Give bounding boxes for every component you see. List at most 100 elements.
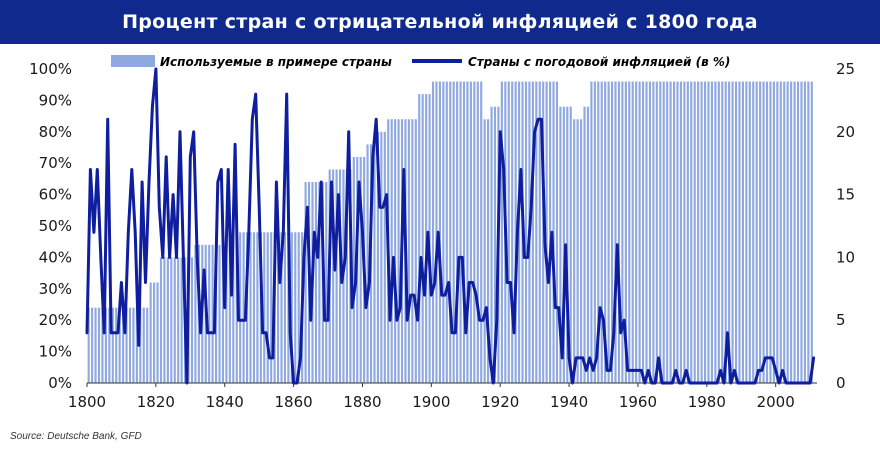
- bar: [500, 81, 503, 383]
- y-right-tick-label: 25: [836, 60, 855, 78]
- bar: [511, 81, 514, 383]
- bar: [593, 81, 596, 383]
- bar: [132, 307, 135, 383]
- bar: [531, 81, 534, 383]
- bar: [648, 81, 652, 383]
- bar: [779, 81, 782, 383]
- bar: [476, 81, 479, 383]
- bar: [686, 81, 689, 383]
- bar: [566, 106, 569, 384]
- bar: [180, 257, 183, 383]
- bar: [597, 81, 600, 383]
- bar: [714, 81, 717, 383]
- bar: [139, 307, 142, 383]
- bar: [407, 119, 410, 384]
- bar: [173, 257, 176, 383]
- bar: [810, 81, 813, 383]
- bar: [411, 119, 414, 384]
- bar: [569, 106, 572, 384]
- bar: [659, 81, 662, 383]
- y-left-tick-label: 60%: [39, 186, 72, 204]
- y-right-tick-label: 5: [836, 311, 846, 329]
- bar: [586, 106, 590, 384]
- bar: [128, 307, 132, 383]
- y-left-tick-label: 0%: [48, 374, 72, 392]
- bar: [514, 81, 517, 383]
- bar: [490, 106, 493, 384]
- bar: [270, 232, 273, 383]
- x-tick-label: 1800: [68, 393, 106, 411]
- bar: [666, 81, 669, 383]
- bar: [394, 119, 397, 384]
- bar: [221, 244, 225, 383]
- bar: [280, 232, 283, 383]
- x-tick-label: 1820: [137, 393, 175, 411]
- bar: [352, 156, 355, 383]
- bar: [580, 119, 583, 384]
- bar: [507, 81, 510, 383]
- bar: [724, 81, 727, 383]
- bar: [359, 156, 362, 383]
- bar: [518, 81, 521, 383]
- bar: [153, 282, 156, 383]
- bar: [135, 307, 138, 383]
- bar: [662, 81, 665, 383]
- bar: [159, 257, 163, 383]
- bar: [266, 232, 269, 383]
- bar: [115, 307, 118, 383]
- line-series: [85, 67, 816, 385]
- bar: [765, 81, 769, 383]
- bar: [325, 182, 328, 383]
- bar: [373, 131, 376, 383]
- bar: [621, 81, 624, 383]
- bar: [228, 244, 231, 383]
- bar: [449, 81, 452, 383]
- bar: [218, 244, 221, 383]
- bar: [232, 232, 235, 383]
- bar: [672, 81, 676, 383]
- bar: [752, 81, 755, 383]
- bar: [94, 307, 97, 383]
- bar: [149, 282, 152, 383]
- bar: [535, 81, 538, 383]
- bar: [793, 81, 796, 383]
- bar: [555, 81, 559, 383]
- bar: [297, 232, 300, 383]
- bar: [156, 282, 159, 383]
- bar: [108, 307, 111, 383]
- bar: [459, 81, 462, 383]
- bar: [645, 81, 648, 383]
- bar: [728, 81, 731, 383]
- bar: [290, 232, 293, 383]
- bar: [101, 307, 104, 383]
- bar: [421, 94, 424, 383]
- bar: [111, 307, 114, 383]
- bar: [252, 232, 256, 383]
- bar: [414, 119, 417, 384]
- bar: [91, 307, 94, 383]
- bar: [786, 81, 789, 383]
- bar: [652, 81, 655, 383]
- bar: [590, 81, 593, 383]
- x-tick-label: 1880: [343, 393, 381, 411]
- x-tick-label: 1900: [412, 393, 450, 411]
- bar: [641, 81, 645, 383]
- bar: [397, 119, 400, 384]
- bar: [166, 257, 169, 383]
- bar: [631, 81, 634, 383]
- chart-title: Процент стран с отрицательной инфляцией …: [0, 0, 880, 44]
- bar: [607, 81, 610, 383]
- y-left-tick-label: 30%: [39, 280, 72, 298]
- y-right-tick-label: 20: [836, 123, 855, 141]
- bar: [731, 81, 734, 383]
- bar: [693, 81, 696, 383]
- bar: [769, 81, 772, 383]
- x-tick-label: 1920: [481, 393, 519, 411]
- bar: [469, 81, 472, 383]
- bar: [703, 81, 707, 383]
- bar: [624, 81, 627, 383]
- bar: [783, 81, 786, 383]
- bar: [194, 244, 197, 383]
- bar: [796, 81, 800, 383]
- bar: [655, 81, 658, 383]
